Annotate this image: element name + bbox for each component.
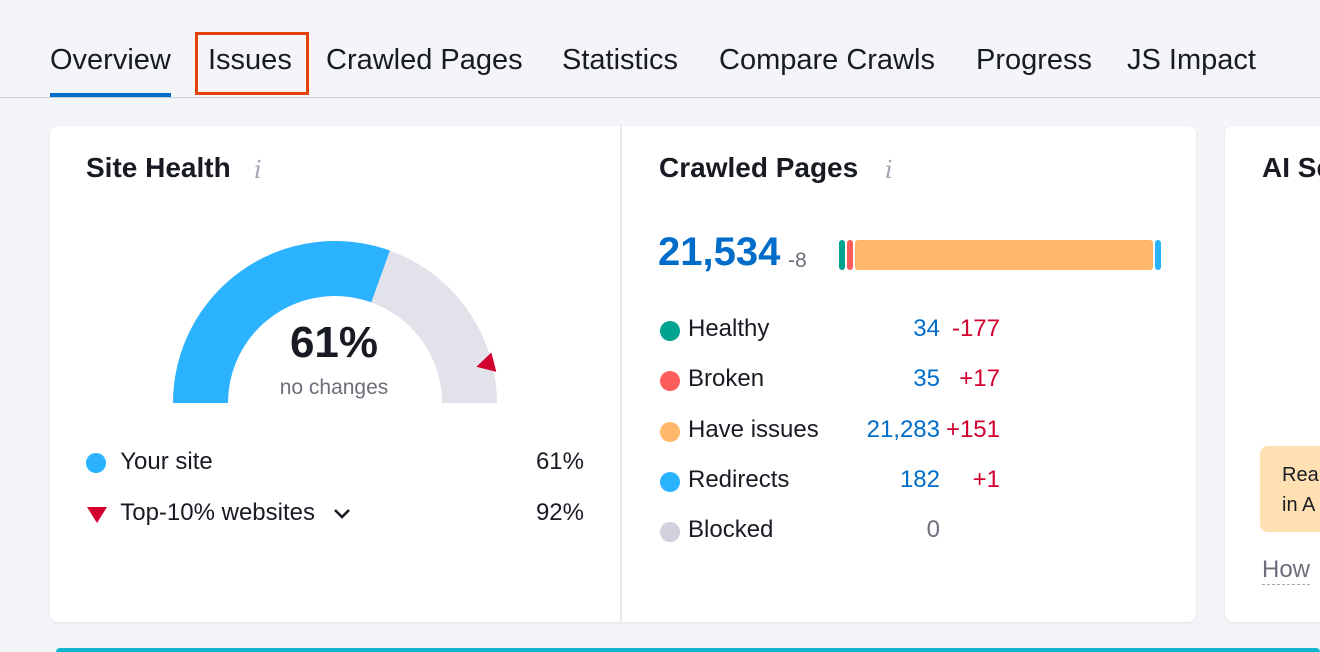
broken-dot-icon (660, 371, 680, 391)
ai-note-banner: Rea in A (1260, 446, 1320, 532)
next-card-edge (56, 648, 1320, 652)
have-issues-dot-icon (660, 422, 680, 442)
blocked-dot-icon (660, 522, 680, 542)
row-count[interactable]: 182 (899, 466, 940, 493)
site-health-title: Site Health (86, 152, 231, 183)
row-count[interactable]: 34 (913, 315, 940, 342)
your-site-dot-icon (86, 452, 106, 473)
site-health-subtitle: no changes (279, 376, 389, 399)
crawled-pages-total[interactable]: 21,534 (658, 230, 781, 274)
crawled-row-have-issues: Have issues 21,283 +151 (658, 414, 1018, 448)
legend-your-site: Your site 61% (86, 448, 584, 476)
site-health-score: 61% (289, 318, 379, 367)
gauge-fill (173, 241, 390, 403)
tab-overview[interactable]: Overview (50, 40, 171, 97)
legend-value: 92% (535, 499, 584, 526)
stack-segment-redirects[interactable] (1155, 240, 1161, 270)
legend-label: Your site (120, 448, 213, 475)
row-label: Redirects (688, 466, 790, 493)
crawled-pages-title: Crawled Pages (659, 152, 859, 183)
tab-crawled-pages[interactable]: Crawled Pages (326, 44, 523, 76)
card-divider (620, 126, 622, 622)
crawled-pages-info-icon[interactable]: i (885, 156, 893, 184)
row-label: Broken (688, 365, 765, 392)
site-health-gauge (173, 241, 497, 403)
crawled-pages-total-delta: -8 (788, 249, 807, 272)
ai-note-line: in A (1282, 494, 1316, 516)
ai-how-link[interactable]: How (1262, 556, 1311, 585)
row-count[interactable]: 35 (913, 365, 940, 392)
legend-value: 61% (535, 448, 584, 475)
tab-compare-crawls[interactable]: Compare Crawls (719, 44, 935, 76)
row-delta: -177 (951, 315, 1000, 342)
crawled-row-broken: Broken 35 +17 (658, 363, 1018, 397)
top10-marker-icon (476, 352, 497, 372)
tab-js-impact[interactable]: JS Impact (1127, 44, 1256, 76)
ai-card (1225, 126, 1320, 622)
row-label: Blocked (688, 516, 774, 543)
site-health-info-icon[interactable]: i (254, 156, 262, 184)
tab-bar: Overview Issues Crawled Pages Statistics… (0, 0, 1320, 98)
stack-segment-healthy[interactable] (839, 240, 845, 270)
ai-note-line: Rea (1282, 464, 1319, 486)
row-label: Have issues (688, 416, 819, 443)
triangle-down-icon (87, 506, 107, 523)
overview-card (50, 126, 1196, 622)
stack-segment-broken[interactable] (847, 240, 853, 270)
healthy-dot-icon (660, 321, 680, 341)
tab-progress[interactable]: Progress (976, 44, 1093, 76)
tab-issues[interactable]: Issues (208, 44, 292, 76)
stack-segment-have-issues[interactable] (855, 240, 1153, 270)
legend-label[interactable]: Top-10% websites (120, 499, 315, 526)
row-delta: +1 (972, 466, 1000, 493)
crawled-row-redirects: Redirects 182 +1 (658, 464, 1018, 498)
row-delta: +17 (959, 365, 1000, 392)
redirects-dot-icon (660, 472, 680, 492)
crawled-row-blocked: Blocked 0 (658, 514, 1018, 548)
crawled-pages-stacked-bar (839, 240, 1161, 270)
row-count[interactable]: 21,283 (866, 416, 940, 443)
ai-card-title: AI Se (1262, 152, 1320, 183)
row-count: 0 (926, 516, 940, 543)
tab-statistics[interactable]: Statistics (562, 44, 679, 76)
issues-tab-highlight (195, 32, 309, 95)
row-delta: +151 (945, 416, 1000, 443)
chevron-down-icon[interactable] (332, 507, 352, 521)
legend-top10: Top-10% websites 92% (86, 499, 584, 527)
crawled-row-healthy: Healthy 34 -177 (658, 313, 1018, 347)
row-label: Healthy (688, 315, 770, 342)
